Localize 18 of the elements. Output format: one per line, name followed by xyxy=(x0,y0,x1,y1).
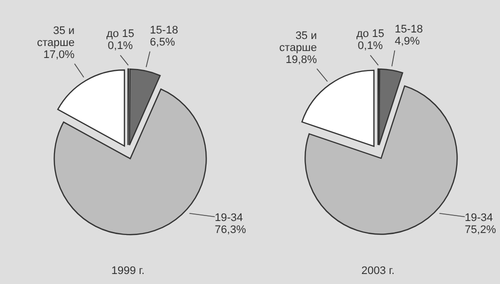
text: 1999 г. xyxy=(111,265,145,277)
data-label: 0,1% xyxy=(358,40,384,52)
data-label: 75,2% xyxy=(464,224,496,236)
data-label: 19,8% xyxy=(286,54,318,66)
slice-label: 19-34 xyxy=(464,212,493,224)
slice-label: 15-18 xyxy=(150,24,178,36)
data-label: 6,5% xyxy=(150,36,176,48)
slice-label: 15-18 xyxy=(394,23,423,36)
data-label: 76,3% xyxy=(214,224,246,236)
data-label: 0,1% xyxy=(108,40,134,52)
data-label: 4,9% xyxy=(394,35,420,48)
data-label: 17,0% xyxy=(43,48,75,61)
slice-label: 19-34 xyxy=(214,212,243,224)
slice-label: 35 и старше xyxy=(36,24,75,49)
slice-label: 35 и старше xyxy=(279,30,317,54)
slice-label: до 15 xyxy=(356,28,384,40)
text: 2003 г. xyxy=(361,265,395,277)
slice-label: до 15 xyxy=(106,28,134,40)
